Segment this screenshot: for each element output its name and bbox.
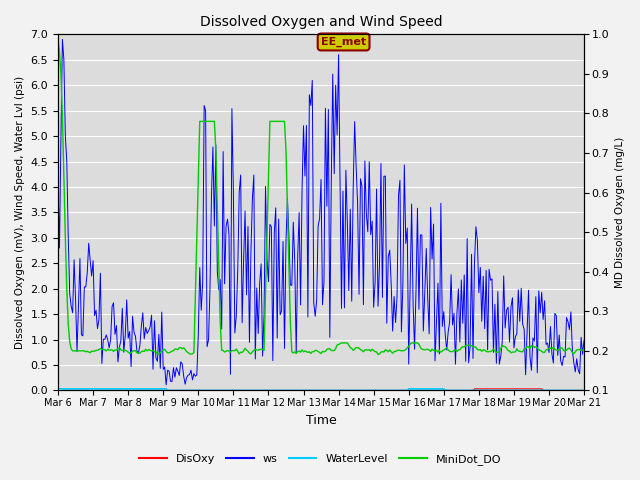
X-axis label: Time: Time bbox=[306, 414, 337, 427]
Text: EE_met: EE_met bbox=[321, 37, 366, 47]
Y-axis label: MD Dissolved Oxygen (mg/L): MD Dissolved Oxygen (mg/L) bbox=[615, 137, 625, 288]
Title: Dissolved Oxygen and Wind Speed: Dissolved Oxygen and Wind Speed bbox=[200, 15, 442, 29]
Y-axis label: Dissolved Oxygen (mV), Wind Speed, Water Lvl (psi): Dissolved Oxygen (mV), Wind Speed, Water… bbox=[15, 76, 25, 349]
Legend: DisOxy, ws, WaterLevel, MiniDot_DO: DisOxy, ws, WaterLevel, MiniDot_DO bbox=[134, 450, 506, 469]
